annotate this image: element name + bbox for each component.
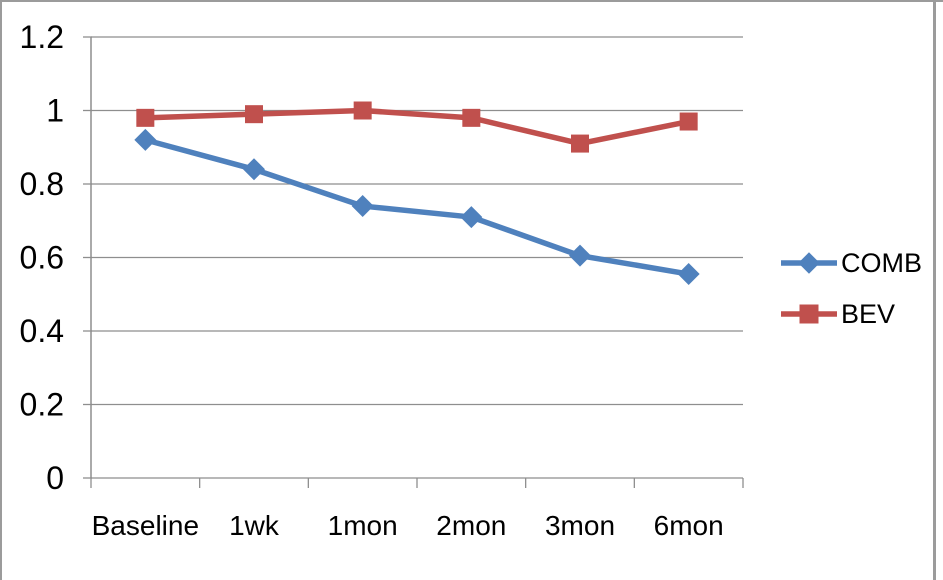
- x-tick-label: 1mon: [328, 510, 398, 541]
- series-line-bev: [145, 107, 690, 147]
- x-tick-label: 3mon: [545, 510, 615, 541]
- x-tick-label: 1wk: [229, 510, 280, 541]
- legend-bev-marker-icon: [781, 304, 837, 324]
- marker-bev: [136, 108, 155, 127]
- y-tick-label: 0.8: [20, 166, 64, 202]
- frame-border-top: [0, 0, 943, 2]
- marker-bev: [245, 105, 263, 124]
- marker-comb: [569, 244, 591, 267]
- y-tick-label: 1.2: [20, 19, 64, 55]
- series-line-comb: [144, 137, 690, 277]
- marker-comb: [460, 206, 483, 229]
- marker-bev: [462, 108, 481, 127]
- legend-item-comb: COMB: [779, 249, 922, 277]
- marker-bev: [571, 134, 589, 153]
- legend-label-bev: BEV: [841, 299, 896, 329]
- y-tick-label: 0.2: [20, 387, 64, 423]
- marker-comb: [134, 128, 157, 151]
- legend-label-comb: COMB: [841, 248, 922, 278]
- marker-bev: [679, 112, 698, 131]
- legend-comb-marker-icon: [781, 252, 837, 274]
- y-tick-label: 0.4: [20, 313, 64, 349]
- legend-item-bev: BEV: [779, 300, 922, 328]
- marker-comb: [677, 263, 700, 286]
- frame-border-left: [0, 0, 2, 580]
- chart-legend: COMB BEV: [779, 249, 922, 328]
- x-tick-label: 6mon: [654, 510, 724, 541]
- y-tick-label: 1: [46, 93, 64, 129]
- x-tick-label: 2mon: [436, 510, 506, 541]
- y-tick-label: 0.6: [20, 240, 64, 276]
- marker-comb: [351, 195, 374, 218]
- x-tick-label: Baseline: [92, 510, 199, 541]
- marker-bev: [353, 101, 372, 120]
- marker-comb: [243, 158, 265, 181]
- y-tick-label: 0: [46, 460, 64, 496]
- frame-border-right: [933, 0, 936, 580]
